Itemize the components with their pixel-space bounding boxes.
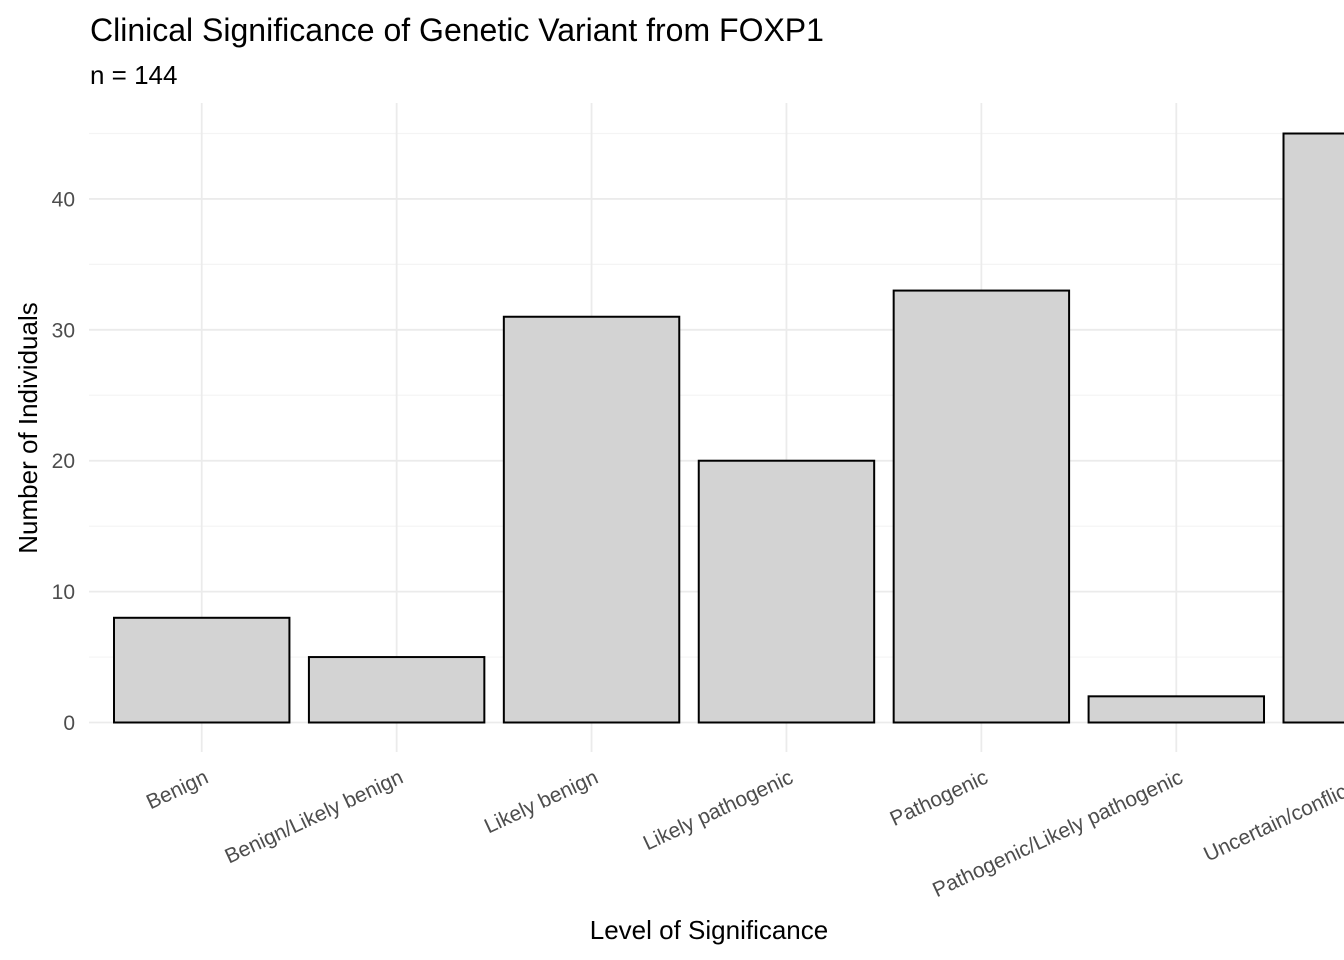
bar-pathogenic (892, 289, 1071, 724)
y-tick-label: 0 (63, 712, 75, 735)
x-tick-label: Uncertain/conflicting (1200, 766, 1344, 867)
y-tick-label: 20 (52, 450, 75, 473)
y-tick-label: 10 (52, 581, 75, 604)
x-tick-labels: Benign Benign/Likely benign Likely benign L… (143, 766, 1344, 902)
chart-subtitle: n = 144 (90, 60, 177, 90)
bar-pathogenic-likely-pathogenic (1087, 695, 1266, 724)
bar-uncertain-conflicting (1282, 132, 1344, 724)
y-axis-title: Number of Individuals (13, 302, 43, 553)
x-tick-label: Likely benign (481, 766, 602, 839)
bar-likely-pathogenic (697, 459, 876, 724)
y-tick-label: 40 (52, 188, 75, 211)
bars-layer (113, 132, 1344, 724)
bar-benign (113, 616, 291, 724)
y-tick-labels: 0 10 20 30 40 (52, 188, 75, 735)
x-tick-label: Benign (143, 766, 212, 814)
bar-likely-benign (502, 315, 681, 724)
chart-title: Clinical Significance of Genetic Variant… (90, 12, 824, 48)
x-tick-label: Pathogenic (887, 766, 992, 831)
x-tick-label: Benign/Likely benign (221, 766, 406, 869)
y-tick-label: 30 (52, 319, 75, 342)
x-tick-label: Likely pathogenic (640, 766, 797, 855)
bar-benign-likely-benign (307, 656, 486, 724)
x-axis-title: Level of Significance (590, 915, 828, 945)
